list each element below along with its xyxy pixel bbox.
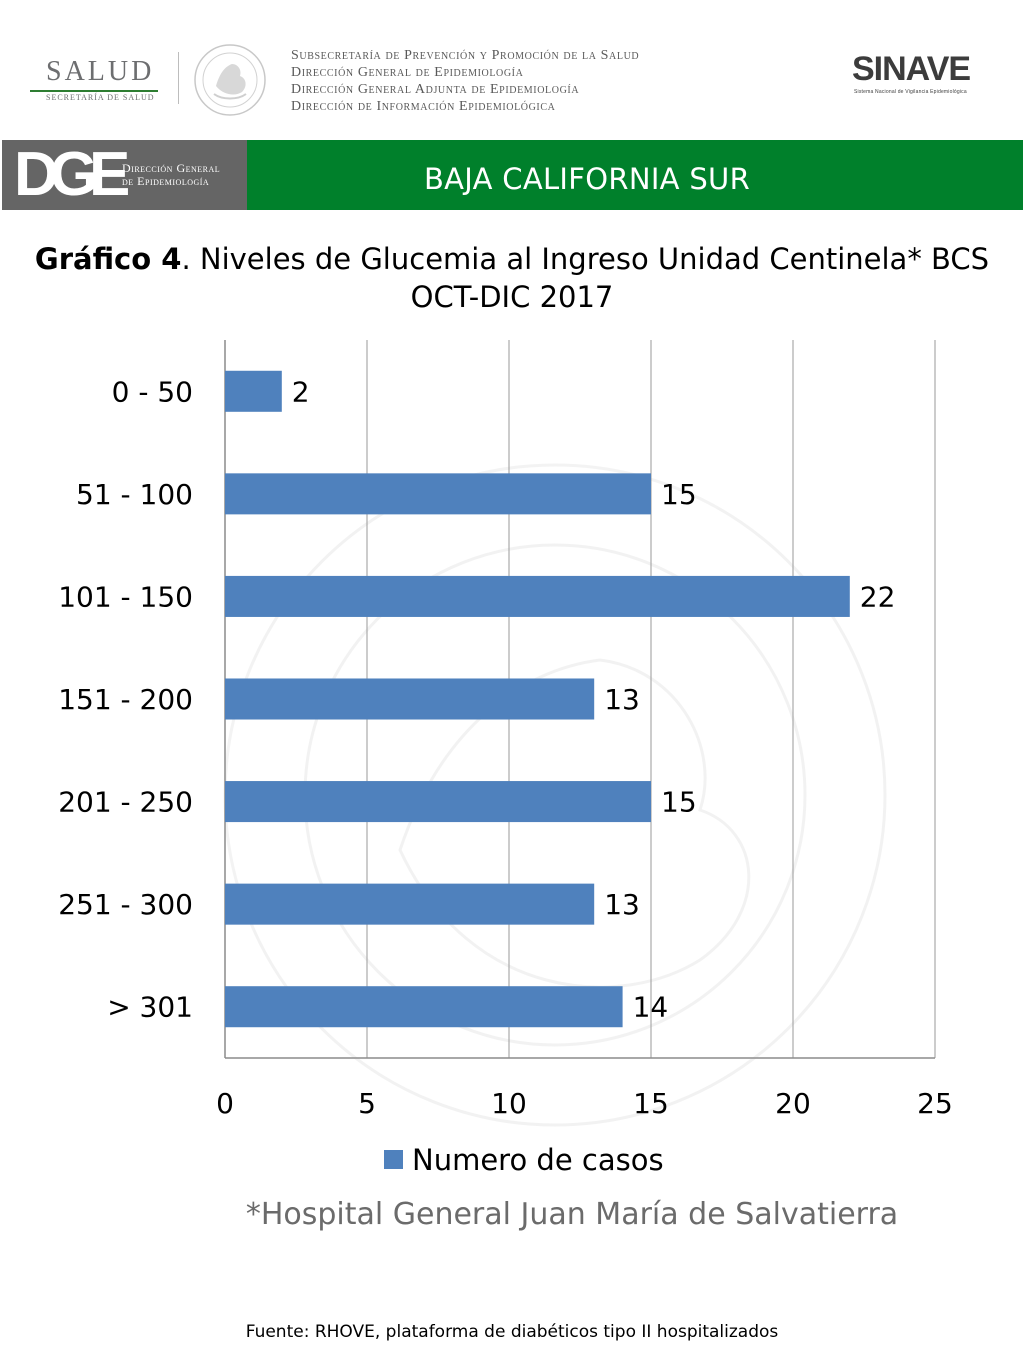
y-tick-label: 151 - 200 bbox=[58, 683, 193, 716]
chart-title-bold: Gráfico 4 bbox=[34, 242, 182, 276]
x-tick-label: 20 bbox=[775, 1087, 811, 1120]
bar bbox=[225, 575, 850, 617]
hospital-note: *Hospital General Juan María de Salvatie… bbox=[245, 1197, 899, 1232]
data-label: 13 bbox=[604, 888, 640, 921]
bar bbox=[225, 883, 595, 925]
y-tick-label: 0 - 50 bbox=[112, 375, 193, 408]
dge-text-line: de Epidemiología bbox=[122, 174, 210, 188]
salud-logo-line bbox=[30, 90, 158, 92]
chart-data-labels: 2 15 22 13 15 13 14 bbox=[292, 375, 896, 1023]
agency-line: Dirección General Adjunta de Epidemiolog… bbox=[291, 82, 580, 97]
sinave-logo-word: SINAVE bbox=[852, 50, 971, 88]
bar bbox=[225, 781, 651, 823]
chart-y-axis-labels: 0 - 50 51 - 100 101 - 150 151 - 200 201 - 25… bbox=[58, 375, 193, 1023]
legend-label: Numero de casos bbox=[412, 1143, 664, 1177]
salud-logo: SALUD SECRETARÍA DE SALUD bbox=[28, 56, 160, 102]
agency-lines: Subsecretaría de Prevención y Promoción … bbox=[291, 47, 639, 115]
sinave-logo-subtitle: Sistema Nacional de Vigilancia Epidemiol… bbox=[854, 89, 967, 95]
x-tick-label: 10 bbox=[491, 1087, 527, 1120]
x-tick-label: 25 bbox=[917, 1087, 953, 1120]
chart-title-line: Gráfico 4. Niveles de Glucemia al Ingres… bbox=[0, 240, 1024, 278]
data-label: 22 bbox=[860, 580, 896, 613]
agency-line: Dirección General de Epidemiología bbox=[291, 65, 524, 80]
x-tick-label: 0 bbox=[216, 1087, 234, 1120]
x-tick-label: 5 bbox=[358, 1087, 376, 1120]
chart-title: Gráfico 4. Niveles de Glucemia al Ingres… bbox=[0, 240, 1024, 316]
agency-line: Dirección de Información Epidemiológica bbox=[291, 99, 556, 114]
chart-title-rest: . Niveles de Glucemia al Ingreso Unidad … bbox=[181, 242, 990, 276]
data-label: 15 bbox=[661, 478, 697, 511]
state-block: BAJA CALIFORNIA SUR bbox=[247, 140, 1023, 210]
dge-text-line: Dirección General bbox=[122, 161, 221, 175]
x-tick-label: 15 bbox=[633, 1087, 669, 1120]
data-label: 14 bbox=[633, 991, 669, 1024]
header-divider bbox=[178, 52, 179, 104]
y-tick-label: 101 - 150 bbox=[58, 580, 193, 613]
source-note: Fuente: RHOVE, plataforma de diabéticos … bbox=[245, 1322, 779, 1342]
bar bbox=[225, 678, 595, 720]
y-tick-label: 251 - 300 bbox=[58, 888, 193, 921]
y-tick-label: 51 - 100 bbox=[76, 478, 193, 511]
data-label: 13 bbox=[604, 683, 640, 716]
state-banner: DGE Dirección General de Epidemiología B… bbox=[0, 140, 1024, 210]
page-header: SALUD SECRETARÍA DE SALUD Subsecretaría … bbox=[0, 0, 1024, 140]
salud-logo-word: SALUD bbox=[46, 56, 155, 87]
dge-logo-letters: DGE bbox=[14, 140, 130, 209]
bar bbox=[225, 986, 623, 1028]
coat-of-arms-seal-icon bbox=[194, 44, 266, 116]
dge-logo-text: Dirección General de Epidemiología bbox=[122, 162, 220, 188]
salud-logo-subtitle: SECRETARÍA DE SALUD bbox=[46, 93, 155, 102]
agency-line: Subsecretaría de Prevención y Promoción … bbox=[291, 48, 640, 63]
bar bbox=[225, 370, 282, 412]
chart-x-axis-labels: 0 5 10 15 20 25 bbox=[216, 1087, 953, 1120]
dge-block: DGE Dirección General de Epidemiología bbox=[2, 140, 247, 210]
chart-subtitle: OCT-DIC 2017 bbox=[410, 280, 614, 314]
state-name: BAJA CALIFORNIA SUR bbox=[423, 162, 751, 196]
data-label: 15 bbox=[661, 786, 697, 819]
sinave-logo: SINAVE Sistema Nacional de Vigilancia Ep… bbox=[852, 50, 992, 100]
y-tick-label: > 301 bbox=[107, 991, 193, 1024]
bar bbox=[225, 473, 651, 515]
data-label: 2 bbox=[292, 375, 310, 408]
y-tick-label: 201 - 250 bbox=[58, 786, 193, 819]
chart-bars bbox=[225, 370, 850, 1028]
legend-swatch bbox=[384, 1150, 403, 1169]
